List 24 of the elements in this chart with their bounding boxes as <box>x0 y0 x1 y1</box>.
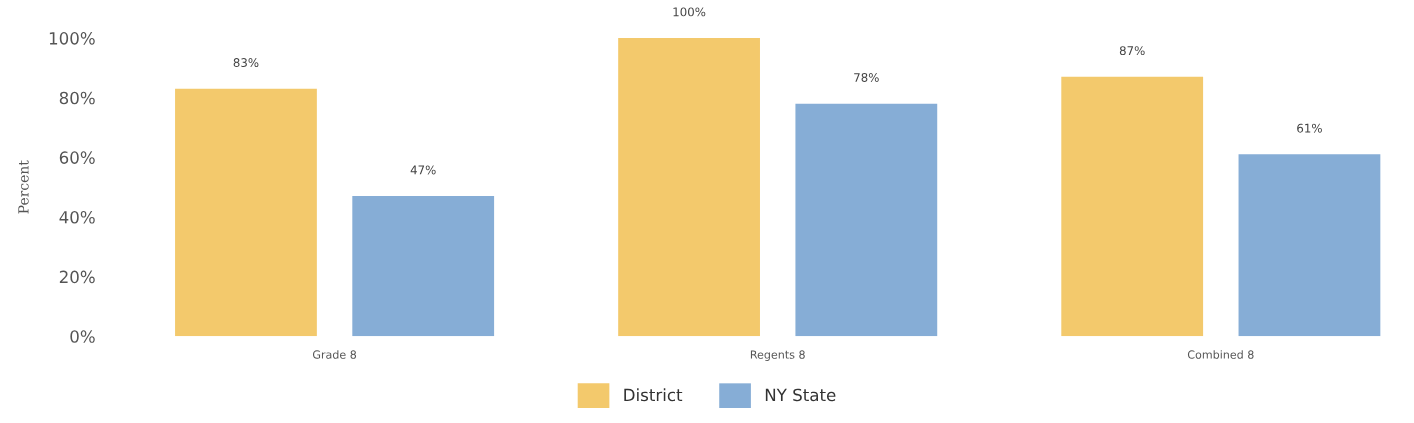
bar <box>795 103 938 337</box>
data-label: 47% <box>410 165 436 175</box>
x-tick-label: Regents 8 <box>750 350 805 361</box>
data-label: 83% <box>233 58 259 68</box>
y-tick-label: 100% <box>49 32 95 45</box>
y-tick-label: 60% <box>59 151 95 164</box>
legend-label: District <box>624 388 683 402</box>
y-axis-title: Percent <box>18 160 29 214</box>
y-tick-label: 0% <box>70 330 95 343</box>
bar <box>352 196 495 337</box>
y-tick-label: 40% <box>59 210 95 224</box>
x-tick-label: Combined 8 <box>1187 350 1254 359</box>
data-label: 100% <box>673 7 706 17</box>
bar <box>1061 76 1204 337</box>
bar <box>618 38 760 337</box>
x-tick-label: Grade 8 <box>312 350 357 359</box>
y-tick-label: 80% <box>59 91 95 105</box>
data-label: 87% <box>1119 46 1145 56</box>
data-label: 78% <box>854 73 879 82</box>
bar <box>1238 154 1381 337</box>
bar <box>175 88 317 337</box>
legend-label: NY State <box>765 388 836 402</box>
data-label: 61% <box>1297 123 1322 133</box>
y-tick-label: 20% <box>59 270 95 284</box>
